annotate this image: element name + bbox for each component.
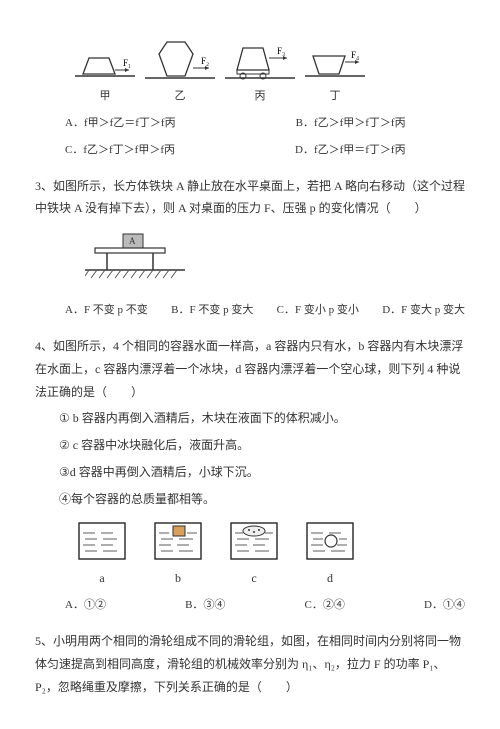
label-b: b <box>175 567 181 590</box>
q2-options-row1: A．f甲＞f乙＝f丁＞f丙 B．f乙＞f甲＞f丁＞f丙 <box>65 113 465 134</box>
q4-figure-row: a b c <box>75 521 465 590</box>
option-b: B．f乙＞f甲＞f丁＞f丙 <box>296 113 406 134</box>
block-on-table-icon: A <box>85 230 185 286</box>
label-c: c <box>251 567 256 590</box>
option-d: D．f乙＞f甲＝f丁＞f丙 <box>295 140 406 161</box>
q5-text: 5、小明用两个相同的滑轮组成不同的滑轮组，如图，在相同时间内分别将同一物体匀速提… <box>35 630 465 698</box>
fig-label-3: 丙 <box>255 86 266 107</box>
option-d: D．①④ <box>424 595 465 616</box>
cart-on-surface-icon: F₃ <box>225 42 295 84</box>
q4-text: 4、如图所示，4 个相同的容器水面一样高，a 容器内只有水，b 容器内有木块漂浮… <box>35 335 465 403</box>
inverted-trapezoid-icon: F₄ <box>305 48 365 84</box>
container-ball-icon <box>303 521 357 563</box>
q4-item3: ③d 容器中再倒入酒精后，小球下沉。 <box>35 461 465 484</box>
q4-options: A．①② B．③④ C．②④ D．①④ <box>65 595 465 616</box>
q3-text: 3、如图所示，长方体铁块 A 静止放在水平桌面上，若把 A 略向右移动（这个过程… <box>35 175 465 221</box>
container-c: c <box>227 521 281 590</box>
container-wood-icon <box>151 521 205 563</box>
q2-fig-2: F₂ 乙 <box>145 38 215 107</box>
option-d: D．F 变大 p 变大 <box>382 300 465 321</box>
option-b: B．F 不变 p 变大 <box>171 300 253 321</box>
container-ice-icon <box>227 521 281 563</box>
fig-label-4: 丁 <box>330 86 341 107</box>
hexagon-on-surface-icon: F₂ <box>145 38 215 84</box>
fig-label-2: 乙 <box>175 86 186 107</box>
force-label: F₄ <box>351 50 359 60</box>
q2-fig-1: F₁ 甲 <box>75 48 135 107</box>
q3-figure: A <box>85 230 465 294</box>
force-label: F₃ <box>277 46 285 56</box>
option-a: A．①② <box>65 595 106 616</box>
q3-options: A．F 不变 p 不变 B．F 不变 p 变大 C．F 变小 p 变小 D．F … <box>65 300 465 321</box>
q2-fig-3: F₃ 丙 <box>225 42 295 107</box>
option-c: C．②④ <box>305 595 345 616</box>
q2-options-row2: C．f乙＞f丁＞f甲＞f丙 D．f乙＞f甲＝f丁＞f丙 <box>65 140 465 161</box>
q4-item2: ② c 容器中冰块融化后，液面升高。 <box>35 434 465 457</box>
force-label: F₁ <box>123 58 131 68</box>
label-a: a <box>99 567 104 590</box>
q4-item4: ④每个容器的总质量都相等。 <box>35 488 465 511</box>
option-c: C．F 变小 p 变小 <box>277 300 359 321</box>
label-d: d <box>327 567 333 590</box>
q2-fig-4: F₄ 丁 <box>305 48 365 107</box>
container-water-icon <box>75 521 129 563</box>
container-a: a <box>75 521 129 590</box>
container-d: d <box>303 521 357 590</box>
q4-item1: ① b 容器内再倒入酒精后，木块在液面下的体积减小。 <box>35 407 465 430</box>
fig-label-1: 甲 <box>100 86 111 107</box>
force-label: F₂ <box>201 56 209 66</box>
option-c: C．f乙＞f丁＞f甲＞f丙 <box>65 140 175 161</box>
container-b: b <box>151 521 205 590</box>
option-a: A．F 不变 p 不变 <box>65 300 148 321</box>
q2-figure-row: F₁ 甲 F₂ 乙 F₃ 丙 F₄ <box>75 38 465 107</box>
option-a: A．f甲＞f乙＝f丁＞f丙 <box>65 113 176 134</box>
option-b: B．③④ <box>185 595 225 616</box>
trapezoid-on-surface-icon: F₁ <box>75 48 135 84</box>
svg-text:A: A <box>129 236 136 246</box>
